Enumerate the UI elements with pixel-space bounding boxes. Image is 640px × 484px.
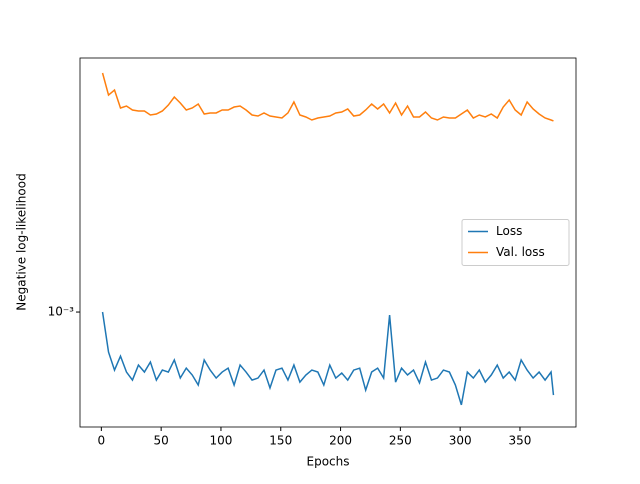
y-tick-label: 10⁻³ bbox=[48, 305, 75, 319]
legend-box bbox=[461, 219, 570, 266]
x-tick-label: 50 bbox=[154, 434, 169, 448]
legend-label: Val. loss bbox=[496, 245, 545, 259]
x-tick-label: 250 bbox=[389, 434, 412, 448]
x-tick-label: 100 bbox=[210, 434, 233, 448]
x-tick-label: 150 bbox=[269, 434, 292, 448]
line-series bbox=[101, 72, 554, 122]
x-axis-label: Epochs bbox=[307, 455, 350, 469]
plot-frame bbox=[79, 57, 577, 428]
x-tick-label: 200 bbox=[329, 434, 352, 448]
x-tick-label: 300 bbox=[449, 434, 472, 448]
legend-label: Loss bbox=[496, 224, 522, 238]
x-tick-label: 350 bbox=[509, 434, 532, 448]
line-series bbox=[101, 311, 555, 406]
x-tick-label: 0 bbox=[98, 434, 106, 448]
y-axis-label: Negative log-likelihood bbox=[15, 173, 29, 310]
